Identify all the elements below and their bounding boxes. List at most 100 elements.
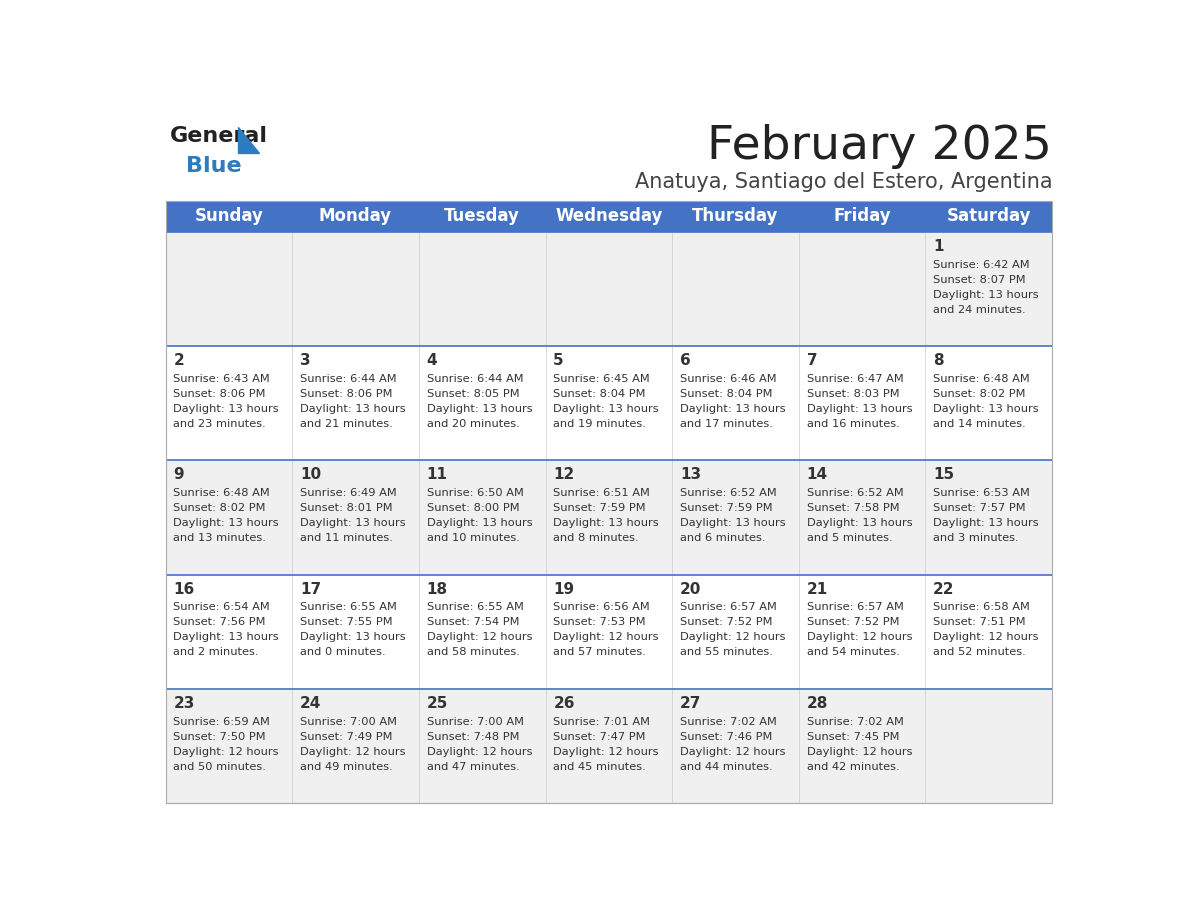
Text: 15: 15 [934, 467, 954, 482]
Text: and 50 minutes.: and 50 minutes. [173, 762, 266, 772]
Text: Daylight: 12 hours: Daylight: 12 hours [934, 633, 1038, 643]
Text: Sunset: 8:02 PM: Sunset: 8:02 PM [173, 503, 266, 513]
Text: 10: 10 [299, 467, 321, 482]
Text: General: General [170, 126, 267, 146]
Text: and 57 minutes.: and 57 minutes. [554, 647, 646, 657]
Text: Daylight: 12 hours: Daylight: 12 hours [680, 746, 785, 756]
Text: Sunset: 7:50 PM: Sunset: 7:50 PM [173, 732, 266, 742]
Text: 19: 19 [554, 582, 574, 597]
Text: Sunrise: 6:56 AM: Sunrise: 6:56 AM [554, 602, 650, 612]
Text: and 20 minutes.: and 20 minutes. [426, 419, 519, 429]
Text: Sunrise: 6:55 AM: Sunrise: 6:55 AM [299, 602, 397, 612]
Text: Saturday: Saturday [947, 207, 1031, 226]
Text: Sunrise: 6:55 AM: Sunrise: 6:55 AM [426, 602, 524, 612]
Bar [165, 346, 1053, 460]
Text: Sunrise: 6:50 AM: Sunrise: 6:50 AM [426, 488, 524, 498]
Text: and 45 minutes.: and 45 minutes. [554, 762, 646, 772]
Text: 3: 3 [299, 353, 310, 368]
Text: and 10 minutes.: and 10 minutes. [426, 533, 519, 543]
Text: Daylight: 12 hours: Daylight: 12 hours [680, 633, 785, 643]
Text: Daylight: 13 hours: Daylight: 13 hours [426, 404, 532, 414]
Bar [165, 575, 1053, 688]
Text: Sunset: 8:00 PM: Sunset: 8:00 PM [426, 503, 519, 513]
Text: Sunrise: 6:48 AM: Sunrise: 6:48 AM [173, 488, 270, 498]
Text: Sunrise: 6:45 AM: Sunrise: 6:45 AM [554, 374, 650, 384]
Text: 23: 23 [173, 696, 195, 711]
Bar [165, 201, 1053, 232]
Text: Daylight: 12 hours: Daylight: 12 hours [299, 746, 405, 756]
Text: 28: 28 [807, 696, 828, 711]
Text: Sunset: 8:06 PM: Sunset: 8:06 PM [173, 389, 266, 398]
Text: Sunset: 7:47 PM: Sunset: 7:47 PM [554, 732, 646, 742]
Text: Sunrise: 6:48 AM: Sunrise: 6:48 AM [934, 374, 1030, 384]
Text: and 13 minutes.: and 13 minutes. [173, 533, 266, 543]
Text: Daylight: 12 hours: Daylight: 12 hours [554, 633, 659, 643]
Text: Sunrise: 6:44 AM: Sunrise: 6:44 AM [426, 374, 523, 384]
Text: and 42 minutes.: and 42 minutes. [807, 762, 899, 772]
Text: 26: 26 [554, 696, 575, 711]
Text: Sunday: Sunday [195, 207, 264, 226]
Text: 13: 13 [680, 467, 701, 482]
Text: Sunset: 7:58 PM: Sunset: 7:58 PM [807, 503, 899, 513]
Text: Sunset: 7:55 PM: Sunset: 7:55 PM [299, 618, 392, 627]
Text: Sunset: 7:46 PM: Sunset: 7:46 PM [680, 732, 772, 742]
Text: Sunset: 7:45 PM: Sunset: 7:45 PM [807, 732, 899, 742]
Text: Sunset: 8:05 PM: Sunset: 8:05 PM [426, 389, 519, 398]
Text: Daylight: 13 hours: Daylight: 13 hours [554, 404, 659, 414]
Text: Daylight: 13 hours: Daylight: 13 hours [299, 404, 405, 414]
Text: Sunrise: 6:57 AM: Sunrise: 6:57 AM [680, 602, 777, 612]
Text: and 49 minutes.: and 49 minutes. [299, 762, 393, 772]
Text: Anatuya, Santiago del Estero, Argentina: Anatuya, Santiago del Estero, Argentina [634, 172, 1053, 192]
Bar [165, 201, 1053, 803]
Text: and 6 minutes.: and 6 minutes. [680, 533, 765, 543]
Text: and 5 minutes.: and 5 minutes. [807, 533, 892, 543]
Text: and 54 minutes.: and 54 minutes. [807, 647, 899, 657]
Text: 24: 24 [299, 696, 321, 711]
Text: Wednesday: Wednesday [555, 207, 663, 226]
Text: and 21 minutes.: and 21 minutes. [299, 419, 393, 429]
Text: Sunset: 7:56 PM: Sunset: 7:56 PM [173, 618, 266, 627]
Text: Sunrise: 6:54 AM: Sunrise: 6:54 AM [173, 602, 270, 612]
Text: and 17 minutes.: and 17 minutes. [680, 419, 773, 429]
Text: 27: 27 [680, 696, 701, 711]
Text: Sunset: 7:52 PM: Sunset: 7:52 PM [807, 618, 899, 627]
Text: Monday: Monday [318, 207, 392, 226]
Text: Daylight: 13 hours: Daylight: 13 hours [934, 289, 1038, 299]
Text: and 14 minutes.: and 14 minutes. [934, 419, 1026, 429]
Text: Sunrise: 7:02 AM: Sunrise: 7:02 AM [680, 717, 777, 727]
Text: Sunset: 7:59 PM: Sunset: 7:59 PM [680, 503, 772, 513]
Text: and 58 minutes.: and 58 minutes. [426, 647, 519, 657]
Text: and 52 minutes.: and 52 minutes. [934, 647, 1026, 657]
Text: and 3 minutes.: and 3 minutes. [934, 533, 1019, 543]
Text: Sunrise: 6:57 AM: Sunrise: 6:57 AM [807, 602, 903, 612]
Text: Sunset: 7:48 PM: Sunset: 7:48 PM [426, 732, 519, 742]
Text: Sunrise: 6:42 AM: Sunrise: 6:42 AM [934, 260, 1030, 270]
Text: Daylight: 12 hours: Daylight: 12 hours [554, 746, 659, 756]
Text: 8: 8 [934, 353, 944, 368]
Text: and 19 minutes.: and 19 minutes. [554, 419, 646, 429]
Text: and 44 minutes.: and 44 minutes. [680, 762, 772, 772]
Text: Friday: Friday [833, 207, 891, 226]
Text: Sunset: 7:51 PM: Sunset: 7:51 PM [934, 618, 1026, 627]
Text: and 8 minutes.: and 8 minutes. [554, 533, 639, 543]
Text: Daylight: 13 hours: Daylight: 13 hours [173, 404, 279, 414]
Text: and 0 minutes.: and 0 minutes. [299, 647, 386, 657]
Text: Daylight: 13 hours: Daylight: 13 hours [299, 633, 405, 643]
Text: 7: 7 [807, 353, 817, 368]
Text: Daylight: 13 hours: Daylight: 13 hours [426, 518, 532, 528]
Text: Daylight: 13 hours: Daylight: 13 hours [807, 404, 912, 414]
Text: 17: 17 [299, 582, 321, 597]
Text: Sunrise: 7:02 AM: Sunrise: 7:02 AM [807, 717, 903, 727]
Text: Sunset: 7:57 PM: Sunset: 7:57 PM [934, 503, 1026, 513]
Text: Daylight: 13 hours: Daylight: 13 hours [680, 518, 785, 528]
Text: Sunset: 7:54 PM: Sunset: 7:54 PM [426, 618, 519, 627]
Text: 25: 25 [426, 696, 448, 711]
Text: and 11 minutes.: and 11 minutes. [299, 533, 393, 543]
Text: Daylight: 13 hours: Daylight: 13 hours [934, 518, 1038, 528]
Text: Sunrise: 6:46 AM: Sunrise: 6:46 AM [680, 374, 777, 384]
Text: Daylight: 13 hours: Daylight: 13 hours [680, 404, 785, 414]
Text: Daylight: 13 hours: Daylight: 13 hours [554, 518, 659, 528]
Text: 16: 16 [173, 582, 195, 597]
Text: Sunset: 7:53 PM: Sunset: 7:53 PM [554, 618, 646, 627]
Text: 18: 18 [426, 582, 448, 597]
